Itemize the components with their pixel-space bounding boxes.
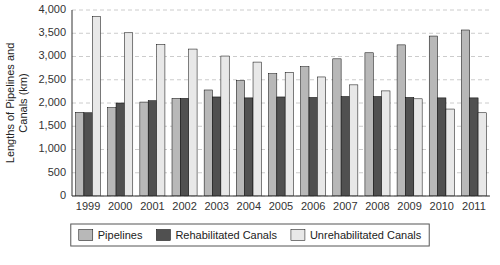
- bar: [236, 81, 244, 196]
- bar: [470, 98, 478, 196]
- legend: Pipelines Rehabilitated Canals Unrehabilit…: [71, 224, 429, 246]
- y-axis-label-line: Canals (km): [17, 73, 29, 132]
- x-tick-label: 2004: [237, 200, 261, 212]
- grid-line: [72, 196, 490, 197]
- bar: [116, 103, 124, 196]
- bar: [221, 56, 229, 196]
- bar: [285, 72, 293, 196]
- bar: [157, 44, 165, 196]
- x-tick-label: 2007: [333, 200, 357, 212]
- y-tick-label: 4,000: [38, 3, 66, 15]
- x-tick-label: 2010: [430, 200, 454, 212]
- legend-label: Rehabilitated Canals: [175, 229, 277, 241]
- y-axis-label: Lengths of Pipelines andCanals (km): [4, 43, 29, 163]
- bar: [341, 96, 349, 196]
- bar: [446, 109, 454, 196]
- bar: [397, 45, 405, 196]
- bar: [148, 101, 156, 196]
- legend-swatch: [79, 230, 93, 241]
- bar: [84, 113, 92, 196]
- bar: [478, 113, 486, 196]
- y-tick-label: 2,000: [38, 96, 66, 108]
- bar: [124, 33, 132, 196]
- legend-label: Unrehabilitated Canals: [310, 229, 422, 241]
- bar: [333, 59, 341, 196]
- grid: [72, 10, 490, 196]
- x-tick-label: 2008: [365, 200, 389, 212]
- legend-label: Pipelines: [98, 229, 143, 241]
- bar: [349, 85, 357, 196]
- y-tick-label: 500: [48, 166, 66, 178]
- bar: [76, 112, 84, 196]
- bar: [204, 90, 212, 196]
- x-axis-line: [72, 196, 490, 197]
- bar: [301, 67, 309, 196]
- x-tick-labels: 1999 2000 2001 2002 2003 2004 2005 2006 2007 2008…: [76, 200, 486, 212]
- bar: [108, 108, 116, 196]
- y-axis-label-line: Lengths of Pipelines and: [4, 43, 16, 163]
- bar: [405, 97, 413, 196]
- bars: [76, 17, 487, 196]
- x-tick-label: 2001: [140, 200, 164, 212]
- bar: [309, 97, 317, 196]
- bar: [317, 77, 325, 196]
- bar: [213, 97, 221, 196]
- bar: [253, 62, 261, 196]
- bar: [438, 98, 446, 196]
- x-tick-label: 2011: [462, 200, 486, 212]
- bar: [180, 98, 188, 196]
- bar: [373, 96, 381, 196]
- bar: [268, 74, 276, 196]
- bar: [92, 17, 100, 196]
- legend-swatch: [291, 230, 305, 241]
- bar: [245, 98, 253, 196]
- bar: [140, 102, 148, 196]
- grid-line: [72, 10, 490, 11]
- bar: [429, 36, 437, 196]
- y-tick-labels: 0 500 1,000 1,500 2,000 2,500 3,000 3,500 4,000: [38, 3, 66, 201]
- x-tick-label: 2009: [397, 200, 421, 212]
- legend-swatch: [156, 230, 170, 241]
- x-tick-label: 2000: [108, 200, 132, 212]
- x-tick-label: 2002: [172, 200, 196, 212]
- y-tick-label: 1,500: [38, 119, 66, 131]
- bar: [382, 91, 390, 196]
- grid-line: [72, 56, 490, 57]
- bar: [172, 98, 180, 196]
- bar: [365, 53, 373, 196]
- y-tick-label: 1,000: [38, 142, 66, 154]
- legend-frame: [71, 224, 429, 246]
- chart: 0 500 1,000 1,500 2,000 2,500 3,000 3,500 4,000 L…: [0, 0, 500, 265]
- bar: [277, 97, 285, 196]
- x-tick-label: 1999: [76, 200, 100, 212]
- bar: [461, 30, 469, 196]
- x-tick-label: 2003: [204, 200, 228, 212]
- bar: [189, 49, 197, 196]
- x-tick-label: 2006: [301, 200, 325, 212]
- grid-line: [72, 33, 490, 34]
- grid-line: [72, 79, 490, 80]
- y-tick-label: 3,500: [38, 26, 66, 38]
- y-tick-label: 2,500: [38, 73, 66, 85]
- y-axis-line: [72, 10, 73, 196]
- y-tick-label: 3,000: [38, 49, 66, 61]
- y-tick-label: 0: [60, 189, 66, 201]
- x-tick-label: 2005: [269, 200, 293, 212]
- bar: [414, 99, 422, 196]
